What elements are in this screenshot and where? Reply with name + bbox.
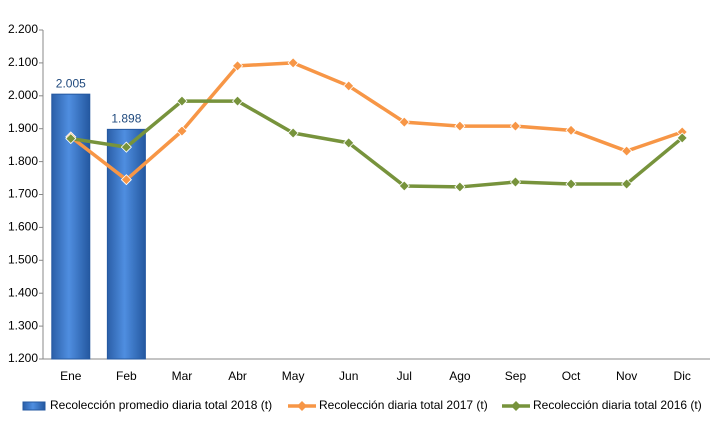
x-tick-label: Feb (116, 369, 137, 383)
y-tick-label: 1.300 (8, 318, 38, 332)
legend-marker (511, 401, 521, 411)
x-tick-label: Oct (562, 369, 581, 383)
marker (120, 141, 132, 153)
x-tick-label: Abr (228, 369, 247, 383)
marker (65, 133, 77, 145)
x-tick-label: Ago (449, 369, 471, 383)
marker (565, 124, 577, 136)
marker (565, 178, 577, 190)
marker (120, 174, 132, 186)
y-tick-label: 1.800 (8, 154, 38, 168)
y-tick-label: 2.200 (8, 22, 38, 36)
data-label: 2.005 (56, 76, 86, 90)
marker (454, 181, 466, 193)
marker (509, 120, 522, 132)
legend-label: Recolección promedio diaria total 2018 (… (50, 398, 272, 412)
marker (231, 60, 244, 72)
x-tick-label: Sep (505, 369, 527, 383)
marker (398, 116, 410, 128)
x-tick-label: Dic (674, 369, 691, 383)
marker (343, 137, 355, 149)
marker (176, 125, 188, 137)
data-label: 1.898 (111, 112, 141, 126)
legend-marker (297, 401, 307, 411)
y-tick-label: 2.000 (8, 88, 38, 102)
x-tick-label: Nov (616, 369, 637, 383)
marker (454, 120, 466, 132)
legend-label: Recolección diaria total 2017 (t) (319, 398, 488, 412)
x-tick-label: May (282, 369, 305, 383)
marker (176, 95, 188, 107)
marker (676, 132, 688, 144)
y-tick-label: 1.600 (8, 220, 38, 234)
y-tick-label: 1.200 (8, 351, 38, 365)
marker (287, 57, 299, 69)
y-tick-label: 2.100 (8, 55, 38, 69)
marker (621, 178, 633, 190)
line (69, 61, 683, 182)
x-tick-label: Mar (172, 369, 193, 383)
legend-label: Recolección diaria total 2016 (t) (533, 398, 702, 412)
x-tick-label: Ene (60, 369, 82, 383)
marker (398, 180, 410, 192)
marker (343, 80, 355, 92)
marker (231, 95, 244, 107)
x-tick-label: Jul (397, 369, 412, 383)
legend-swatch (22, 401, 46, 411)
marker (287, 127, 299, 139)
line (70, 99, 684, 189)
y-tick-label: 1.900 (8, 121, 38, 135)
y-tick-label: 1.700 (8, 187, 38, 201)
marker (509, 176, 522, 188)
y-tick-label: 1.400 (8, 285, 38, 299)
y-tick-label: 1.500 (8, 252, 38, 266)
marker (621, 145, 633, 157)
bar (106, 128, 146, 360)
x-tick-label: Jun (339, 369, 358, 383)
